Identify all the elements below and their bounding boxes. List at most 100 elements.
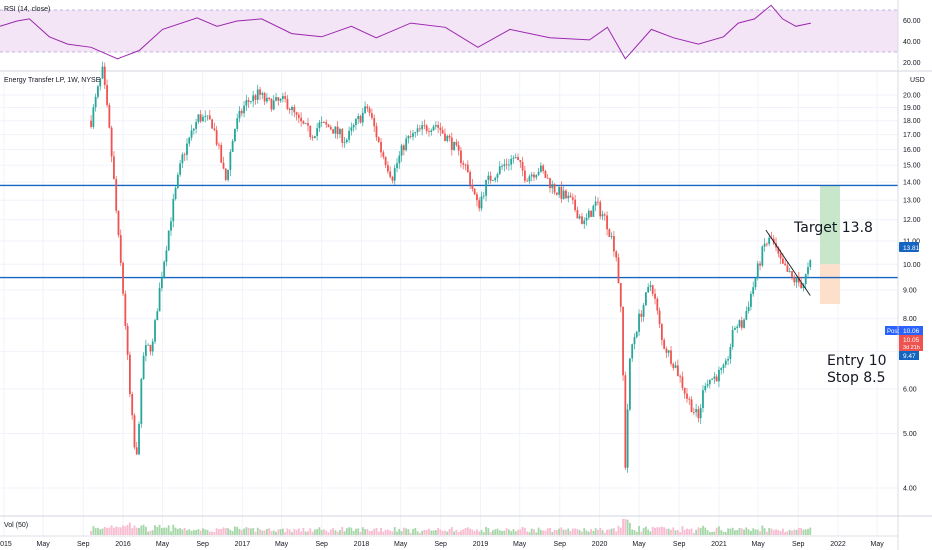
time-axis-label: May bbox=[513, 541, 527, 548]
candle-body bbox=[234, 128, 236, 141]
candle-body bbox=[679, 375, 682, 377]
volume-bar bbox=[113, 527, 115, 535]
volume-bar bbox=[597, 529, 599, 535]
volume-bar bbox=[544, 530, 547, 535]
volume-bar bbox=[352, 530, 355, 535]
volume-bar bbox=[754, 529, 757, 535]
volume-bar bbox=[718, 526, 720, 535]
volume-bar bbox=[124, 526, 127, 535]
candle-body bbox=[316, 128, 319, 137]
candle-body bbox=[398, 155, 401, 164]
candle-body bbox=[523, 170, 526, 181]
volume-bar bbox=[131, 528, 134, 535]
volume-bar bbox=[332, 528, 334, 535]
volume-bar bbox=[530, 528, 533, 535]
candle-body bbox=[94, 96, 97, 108]
volume-bar bbox=[695, 529, 698, 535]
candle-body bbox=[341, 129, 344, 143]
candle-body bbox=[147, 344, 150, 346]
time-axis-label: May bbox=[275, 541, 289, 548]
candle-body bbox=[752, 287, 755, 294]
candle-body bbox=[571, 197, 574, 200]
candle-body bbox=[174, 187, 177, 199]
target-price-tag-text: 13.81 bbox=[903, 245, 920, 252]
volume-bar bbox=[119, 527, 122, 535]
candle-body bbox=[122, 262, 124, 294]
volume-bar bbox=[421, 530, 424, 535]
candle-body bbox=[329, 126, 332, 130]
volume-bar bbox=[375, 527, 378, 535]
volume-bar bbox=[423, 529, 426, 535]
volume-bar bbox=[316, 529, 319, 535]
volume-bar bbox=[763, 528, 766, 535]
candle-body bbox=[199, 114, 202, 122]
candle-body bbox=[364, 106, 366, 113]
volume-bar bbox=[699, 527, 702, 535]
candle-body bbox=[428, 131, 430, 132]
volume-bar bbox=[729, 528, 732, 535]
volume-bar bbox=[309, 528, 312, 535]
candle-body bbox=[619, 283, 622, 307]
volume-bar bbox=[745, 527, 748, 535]
post-price-tag bbox=[899, 326, 923, 335]
candle-body bbox=[373, 117, 376, 127]
candle-body bbox=[734, 328, 736, 330]
volume-bar bbox=[715, 527, 718, 535]
volume-bar bbox=[270, 531, 273, 535]
candle-body bbox=[489, 175, 492, 181]
candle-body bbox=[471, 184, 474, 189]
volume-bar bbox=[576, 529, 579, 535]
volume-bar bbox=[359, 531, 362, 535]
candle-body bbox=[654, 293, 656, 299]
candle-body bbox=[583, 220, 586, 224]
volume-bar bbox=[690, 528, 693, 535]
volume-bar bbox=[599, 527, 602, 535]
candle-body bbox=[215, 130, 218, 145]
time-axis-label: 2018 bbox=[354, 541, 370, 548]
volume-bar bbox=[341, 526, 344, 535]
candle-body bbox=[530, 174, 533, 177]
volume-bar bbox=[327, 532, 330, 535]
volume-bar bbox=[535, 532, 538, 535]
volume-bar bbox=[186, 530, 188, 535]
volume-bar bbox=[654, 527, 656, 535]
volume-bar bbox=[188, 529, 191, 535]
volume-bar bbox=[608, 529, 611, 535]
volume-bar bbox=[172, 524, 175, 535]
volume-bar bbox=[167, 525, 170, 535]
volume-bar bbox=[393, 527, 396, 535]
volume-bar bbox=[97, 527, 99, 535]
volume-bar bbox=[672, 527, 675, 535]
volume-bar bbox=[560, 527, 563, 535]
volume-bar bbox=[752, 528, 755, 535]
volume-bar bbox=[245, 527, 248, 535]
candle-body bbox=[460, 150, 462, 164]
volume-bar bbox=[304, 531, 307, 535]
candle-body bbox=[779, 253, 782, 259]
volume-bar bbox=[697, 527, 700, 535]
volume-bar bbox=[208, 531, 211, 535]
candle-body bbox=[432, 126, 435, 131]
volume-bar bbox=[389, 530, 392, 535]
volume-bar bbox=[268, 528, 271, 535]
volume-bar bbox=[489, 532, 492, 535]
volume-bar bbox=[240, 530, 243, 535]
volume-bar bbox=[517, 529, 519, 535]
candle-body bbox=[629, 358, 631, 410]
volume-bar bbox=[674, 530, 677, 535]
candle-body bbox=[777, 247, 780, 254]
candle-body bbox=[293, 106, 296, 113]
candle-body bbox=[809, 260, 812, 268]
volume-bar bbox=[743, 529, 745, 535]
candle-body bbox=[542, 165, 545, 171]
volume-bar bbox=[400, 531, 403, 535]
volume-bar bbox=[647, 529, 650, 535]
trend-line bbox=[765, 229, 811, 296]
rsi-panel: RSI (14, close) 60.00 40.00 20.00 bbox=[0, 4, 921, 67]
volume-bar bbox=[412, 528, 414, 535]
candle-body bbox=[672, 363, 675, 368]
candle-body bbox=[414, 132, 417, 134]
volume-bar bbox=[176, 528, 179, 535]
volume-bar bbox=[473, 531, 476, 535]
